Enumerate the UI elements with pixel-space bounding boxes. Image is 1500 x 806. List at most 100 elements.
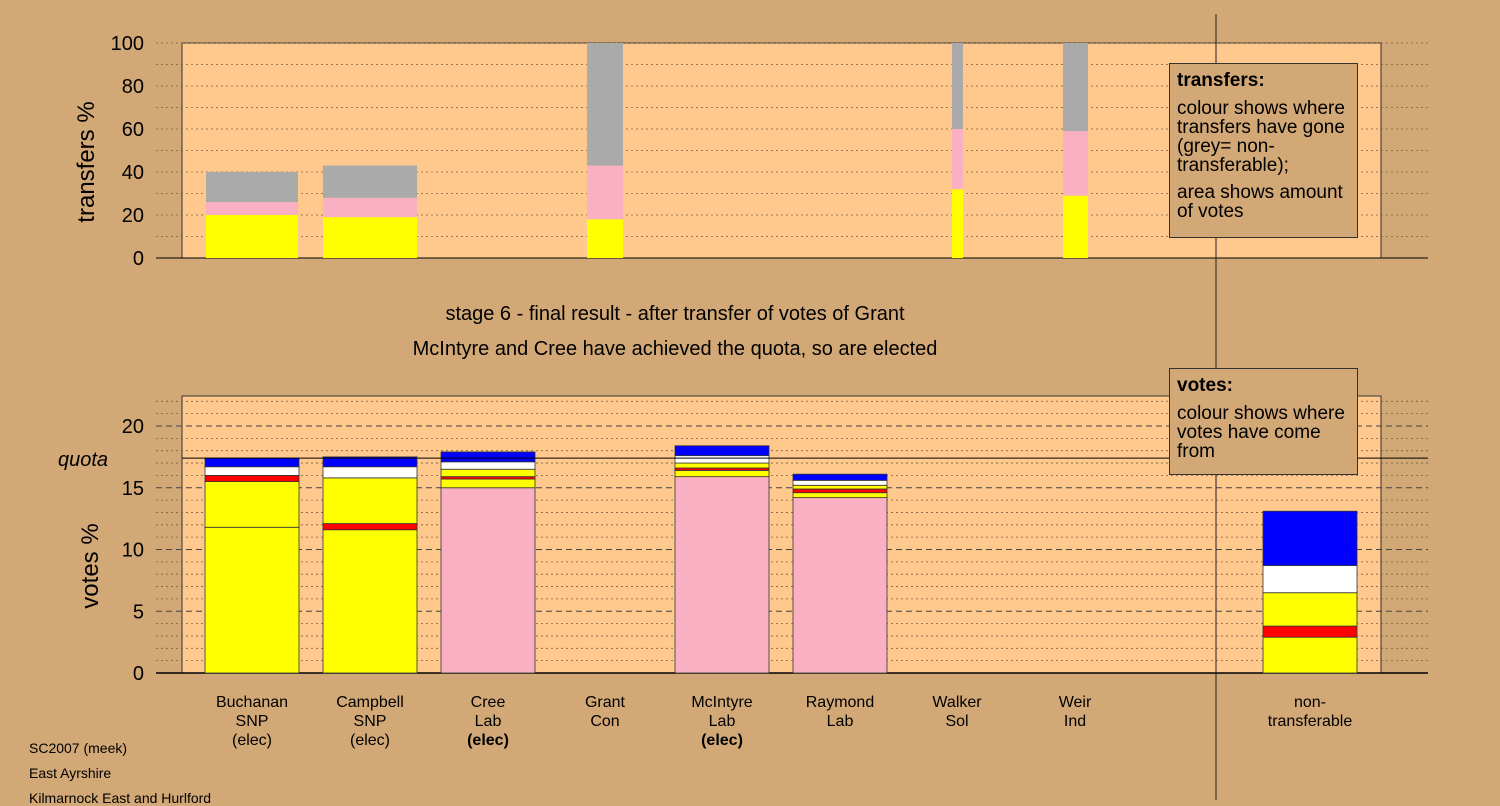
vote-segment-white: [204, 466, 300, 476]
vote-segment-blue: [1262, 510, 1358, 566]
vote-segment-pink: [674, 476, 770, 674]
vote-segment-red: [1262, 625, 1358, 638]
vote-segment-red: [204, 474, 300, 482]
candidate-name: Raymond: [806, 694, 874, 711]
votes-y-axis-label: votes %: [77, 523, 104, 608]
vote-segment-yellow: [322, 529, 418, 674]
candidate-name: Buchanan: [216, 694, 288, 711]
vote-segment-yellow: [204, 526, 300, 674]
transfers-tick-label: 0: [133, 248, 144, 270]
transfer-segment-grey: [587, 43, 623, 166]
candidate-party: SNP: [236, 713, 269, 730]
transfer-segment-yellow: [206, 215, 298, 258]
vote-segment-white: [674, 455, 770, 464]
candidate-name: Cree: [471, 694, 506, 711]
candidate-status: (elec): [701, 732, 743, 749]
vote-segment-yellow: [792, 492, 888, 499]
transfer-segment-pink: [587, 165, 623, 220]
candidate-name: McIntyre: [691, 694, 752, 711]
transfers-tick-label: 100: [111, 33, 144, 55]
transfer-segment-pink: [206, 202, 298, 215]
votes-tick-label: 5: [133, 601, 144, 623]
votes-bars: [204, 445, 1358, 674]
votes-tick-label: 0: [133, 663, 144, 685]
vote-segment-red: [792, 488, 888, 494]
transfers-tick-label: 40: [122, 162, 144, 184]
vote-segment-red: [322, 523, 418, 531]
votes-legend-text: colour shows where votes have come from: [1177, 403, 1345, 462]
vote-segment-pink: [440, 487, 536, 674]
footer-council: East Ayrshire: [29, 765, 112, 781]
candidate-name: Walker: [932, 694, 982, 711]
footer-method: SC2007 (meek): [29, 740, 128, 756]
vote-segment-blue: [674, 445, 770, 457]
vote-segment-yellow: [204, 481, 300, 528]
candidate-name: non-: [1294, 694, 1326, 711]
vote-segment-white: [792, 479, 888, 486]
candidate-party: Lab: [827, 713, 854, 730]
candidate-labels: Buchanan SNP (elec) Campbell SNP (elec) Cree La…: [216, 694, 1352, 749]
transfers-y-axis: 0 20 40 60 80 100: [111, 33, 144, 270]
votes-legend-title: votes:: [1177, 375, 1233, 396]
footer-ward: Kilmarnock East and Hurlford: [29, 790, 212, 806]
votes-tick-label: 20: [122, 416, 144, 438]
transfers-tick-label: 80: [122, 76, 144, 98]
vote-segment-yellow: [674, 462, 770, 469]
vote-segment-yellow: [1262, 592, 1358, 627]
votes-legend: votes: colour shows where votes have com…: [1169, 368, 1358, 475]
quota-label: quota: [58, 449, 108, 471]
transfers-legend: transfers: colour shows where transfers …: [1169, 63, 1358, 238]
transfer-segment-pink: [323, 197, 417, 218]
transfer-segment-pink: [1063, 131, 1088, 196]
transfers-legend-title: transfers:: [1177, 70, 1265, 91]
vote-segment-yellow: [440, 478, 536, 489]
candidate-party: SNP: [354, 713, 387, 730]
votes-tick-label: 10: [122, 540, 144, 562]
vote-segment-yellow: [792, 484, 888, 490]
candidate-name: Grant: [585, 694, 626, 711]
transfer-segment-grey: [952, 43, 963, 129]
vote-segment-white: [322, 466, 418, 479]
candidate-name: Campbell: [336, 694, 404, 711]
vote-segment-white: [1262, 565, 1358, 594]
transfer-segment-grey: [206, 172, 298, 203]
votes-tick-label: 15: [122, 478, 144, 500]
vote-segment-yellow: [674, 470, 770, 478]
candidate-status: (elec): [350, 732, 390, 749]
vote-segment-pink: [792, 497, 888, 674]
candidate-party: Ind: [1064, 713, 1086, 730]
vote-segment-blue: [204, 457, 300, 468]
candidate-party: Lab: [709, 713, 736, 730]
transfers-tick-label: 20: [122, 205, 144, 227]
vote-segment-blue: [322, 456, 418, 468]
transfers-legend-text-2: area shows amount of votes: [1177, 182, 1343, 222]
candidate-party: Lab: [475, 713, 502, 730]
candidate-party: Sol: [945, 713, 968, 730]
transfer-segment-yellow: [323, 217, 417, 258]
transfers-y-axis-label: transfers %: [73, 101, 100, 222]
vote-segment-yellow: [322, 477, 418, 524]
vote-segment-blue: [792, 473, 888, 481]
vote-segment-blue: [440, 451, 536, 463]
stage-subheadline: McIntyre and Cree have achieved the quot…: [413, 338, 938, 360]
transfer-segment-grey: [323, 165, 417, 198]
transfer-segment-yellow: [952, 189, 963, 258]
stage-headline: stage 6 - final result - after transfer …: [445, 303, 905, 325]
candidate-party: transferable: [1268, 713, 1353, 730]
transfer-segment-pink: [952, 129, 963, 190]
candidate-name: Weir: [1059, 694, 1092, 711]
candidate-status: (elec): [467, 732, 509, 749]
transfers-bars: [206, 43, 1088, 258]
transfers-tick-label: 60: [122, 119, 144, 141]
transfer-segment-grey: [1063, 43, 1088, 132]
candidate-status: (elec): [232, 732, 272, 749]
candidate-party: Con: [590, 713, 619, 730]
transfer-segment-yellow: [1063, 195, 1088, 258]
vote-segment-yellow: [440, 468, 536, 478]
vote-segment-yellow: [1262, 636, 1358, 674]
transfer-segment-yellow: [587, 219, 623, 258]
votes-panel: 0 5 10 15 20 quota votes % Buchanan SNP (elec)…: [58, 395, 1428, 749]
votes-y-axis: 0 5 10 15 20: [122, 416, 144, 685]
vote-segment-white: [440, 461, 536, 470]
transfers-legend-text: colour shows where transfers have gone (…: [1177, 98, 1345, 176]
